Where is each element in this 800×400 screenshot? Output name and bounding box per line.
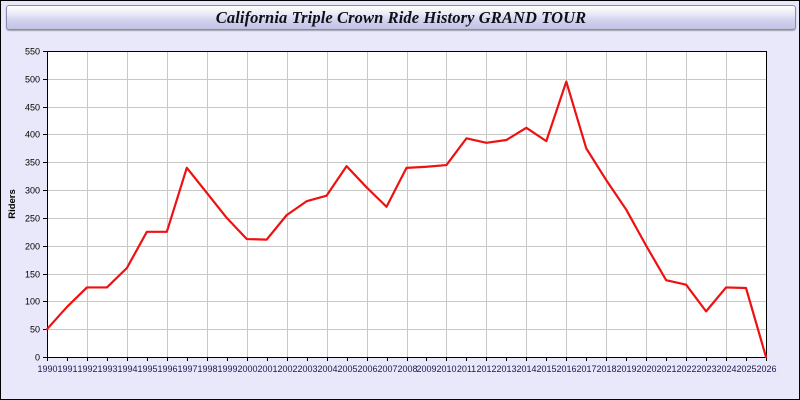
y-tick-label: 250 xyxy=(25,214,40,224)
chart-title-bar: California Triple Crown Ride History GRA… xyxy=(6,5,796,30)
x-tick-label: 2013 xyxy=(496,364,516,374)
x-tick-label: 2008 xyxy=(397,364,417,374)
x-tick-label: 2021 xyxy=(656,364,676,374)
x-tick-label: 2023 xyxy=(696,364,716,374)
x-tick-label: 1990 xyxy=(37,364,57,374)
x-tick-label: 1991 xyxy=(57,364,77,374)
x-tick-label: 1994 xyxy=(117,364,137,374)
x-tick-label: 2001 xyxy=(257,364,277,374)
plot-background xyxy=(47,51,766,357)
x-tick-label: 2009 xyxy=(416,364,436,374)
x-tick-label: 1998 xyxy=(197,364,217,374)
x-tick-label: 2003 xyxy=(297,364,317,374)
x-tick-label: 2012 xyxy=(476,364,496,374)
x-tick-label: 2005 xyxy=(337,364,357,374)
x-tick-label: 2022 xyxy=(676,364,696,374)
y-tick-label: 550 xyxy=(25,47,40,57)
chart-plot-area: 0 50 100 150 200 250 300 350 400 450 500 550 1990 199… xyxy=(1,34,799,399)
x-tick-label: 2020 xyxy=(636,364,656,374)
x-tick-label: 2010 xyxy=(436,364,456,374)
y-tick-label: 0 xyxy=(35,353,40,363)
page-title: California Triple Crown Ride History GRA… xyxy=(215,7,587,27)
y-tick-label: 450 xyxy=(25,103,40,113)
x-tick-label: 1993 xyxy=(97,364,117,374)
y-tick-label: 50 xyxy=(30,325,40,335)
x-tick-label: 1996 xyxy=(157,364,177,374)
y-tick-label: 200 xyxy=(25,242,40,252)
x-tick-label: 2002 xyxy=(277,364,297,374)
x-tick-label: 2011 xyxy=(457,364,476,374)
y-tick-label: 150 xyxy=(25,270,40,280)
x-tick-label: 2007 xyxy=(377,364,397,374)
x-tick-label: 2014 xyxy=(516,364,536,374)
x-tick-label: 1995 xyxy=(137,364,157,374)
x-tick-label: 1997 xyxy=(177,364,197,374)
x-tick-label: 2019 xyxy=(616,364,636,374)
x-tick-label: 2006 xyxy=(357,364,377,374)
y-axis-title: Riders xyxy=(7,189,18,219)
y-tick-label: 400 xyxy=(25,130,40,140)
x-tick-label: 2026 xyxy=(756,364,776,374)
x-tick-label: 2018 xyxy=(596,364,616,374)
x-tick-label: 2016 xyxy=(556,364,576,374)
x-tick-label: 1992 xyxy=(77,364,97,374)
x-tick-label: 1999 xyxy=(217,364,237,374)
x-tick-label: 2000 xyxy=(237,364,257,374)
x-tick-label: 2017 xyxy=(576,364,596,374)
x-tick-label: 2015 xyxy=(536,364,556,374)
y-tick-label: 500 xyxy=(25,75,40,85)
x-tick-label: 2004 xyxy=(317,364,337,374)
riders-series-line xyxy=(45,80,768,359)
y-tick-label: 350 xyxy=(25,158,40,168)
y-tick-label: 300 xyxy=(25,186,40,196)
x-tick-label: 2024 xyxy=(716,364,736,374)
x-tick-label: 2025 xyxy=(736,364,756,374)
y-tick-label: 100 xyxy=(25,297,40,307)
